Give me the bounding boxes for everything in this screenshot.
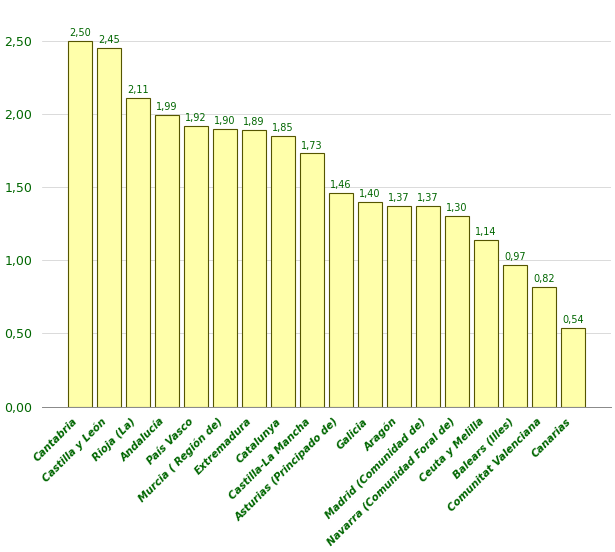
Bar bbox=[358, 201, 382, 407]
Text: 1,73: 1,73 bbox=[301, 141, 323, 151]
Bar bbox=[242, 130, 266, 407]
Text: 1,46: 1,46 bbox=[330, 180, 352, 190]
Text: 1,89: 1,89 bbox=[243, 117, 264, 127]
Text: 1,90: 1,90 bbox=[214, 115, 236, 126]
Text: 2,50: 2,50 bbox=[69, 28, 90, 38]
Bar bbox=[329, 193, 353, 407]
Text: 2,11: 2,11 bbox=[127, 85, 148, 95]
Text: 1,92: 1,92 bbox=[185, 113, 207, 123]
Bar bbox=[474, 240, 498, 407]
Bar bbox=[387, 206, 411, 407]
Bar bbox=[271, 136, 295, 407]
Text: 1,37: 1,37 bbox=[417, 193, 438, 203]
Text: 1,37: 1,37 bbox=[388, 193, 410, 203]
Text: 0,97: 0,97 bbox=[504, 252, 526, 262]
Bar bbox=[184, 126, 208, 407]
Text: 1,14: 1,14 bbox=[475, 227, 497, 237]
Text: 1,30: 1,30 bbox=[446, 204, 468, 214]
Bar bbox=[561, 327, 585, 407]
Bar bbox=[445, 216, 469, 407]
Bar bbox=[503, 264, 527, 407]
Bar bbox=[532, 286, 556, 407]
Text: 1,85: 1,85 bbox=[272, 123, 293, 133]
Text: 1,40: 1,40 bbox=[359, 189, 381, 199]
Text: 2,45: 2,45 bbox=[98, 35, 119, 45]
Text: 1,99: 1,99 bbox=[156, 103, 178, 113]
Text: 0,82: 0,82 bbox=[533, 274, 555, 284]
Bar bbox=[126, 98, 149, 407]
Text: 0,54: 0,54 bbox=[562, 315, 584, 325]
Bar bbox=[155, 115, 178, 407]
Bar bbox=[416, 206, 440, 407]
Bar bbox=[68, 41, 92, 407]
Bar bbox=[97, 48, 121, 407]
Bar bbox=[213, 129, 237, 407]
Bar bbox=[300, 153, 323, 407]
